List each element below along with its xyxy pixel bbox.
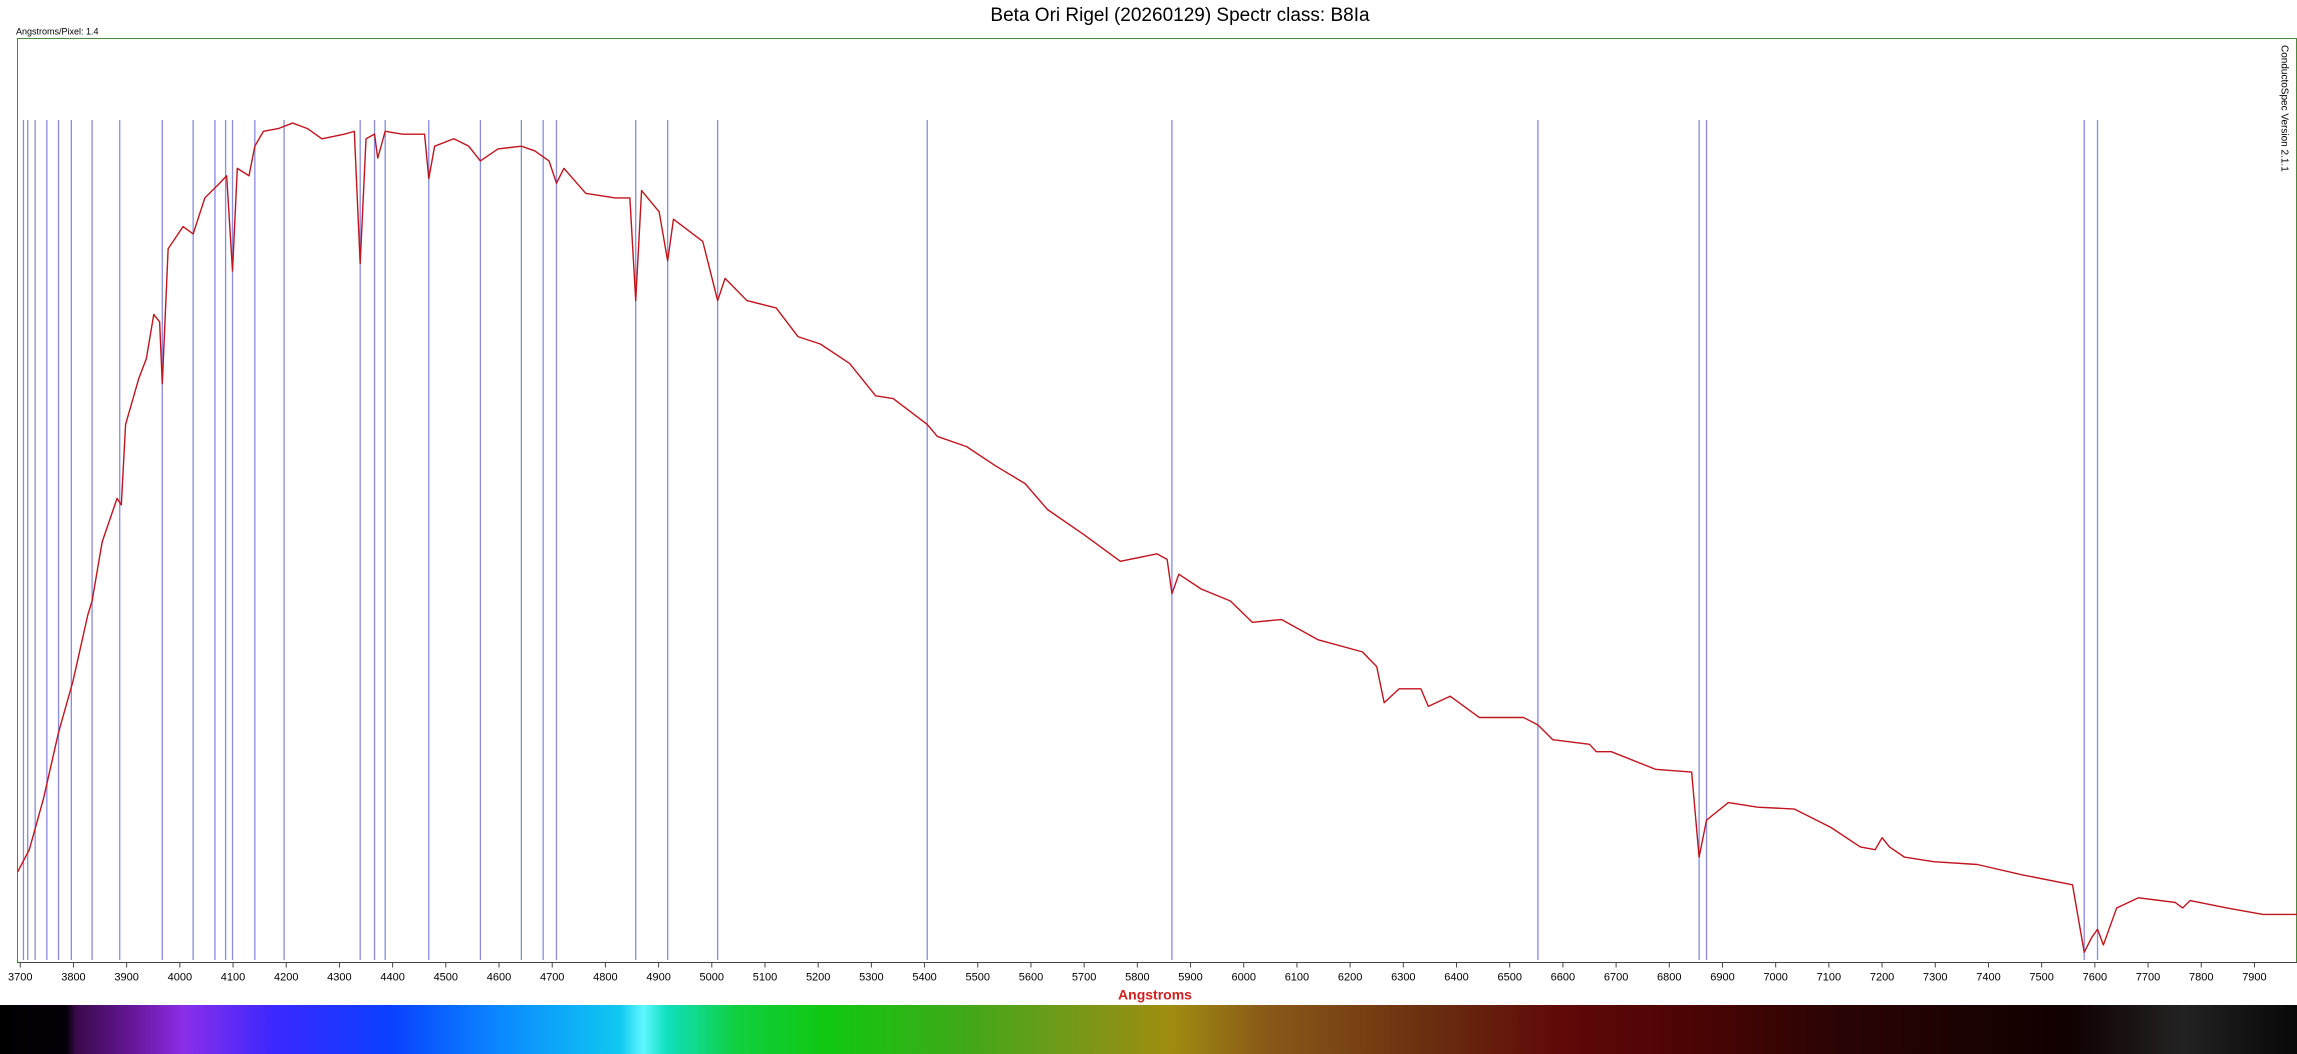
x-tick-label: 4000	[168, 971, 192, 983]
x-tick-label: 5700	[1072, 971, 1096, 983]
x-tick-label: 3900	[114, 971, 138, 983]
x-tick-label: 5100	[753, 971, 777, 983]
x-tick-label: 5900	[1178, 971, 1202, 983]
x-tick-label: 6500	[1497, 971, 1521, 983]
x-tick-label: 7600	[2083, 971, 2107, 983]
x-tick-label: 5800	[1125, 971, 1149, 983]
x-tick-label: 6200	[1338, 971, 1362, 983]
x-tick-label: 7400	[1976, 971, 2000, 983]
x-tick-label: 5600	[1019, 971, 1043, 983]
x-tick-label: 4600	[487, 971, 511, 983]
chart-title: Beta Ori Rigel (20260129) Spectr class: …	[990, 5, 1370, 26]
x-tick-label: 5000	[700, 971, 724, 983]
x-tick-label: 7300	[1923, 971, 1947, 983]
x-tick-label: 6900	[1710, 971, 1734, 983]
x-tick-label: 5300	[859, 971, 883, 983]
x-tick-label: 6700	[1604, 971, 1628, 983]
x-tick-label: 5400	[912, 971, 936, 983]
x-tick-label: 4900	[646, 971, 670, 983]
x-tick-label: 4400	[380, 971, 404, 983]
x-tick-label: 4300	[327, 971, 351, 983]
x-tick-label: 4500	[434, 971, 458, 983]
x-tick-label: 4800	[593, 971, 617, 983]
spectrum-line	[16, 122, 2297, 954]
x-tick-label: 6800	[1657, 971, 1681, 983]
x-tick-label: 6600	[1551, 971, 1575, 983]
annotation: ConductoSpec Version 2.1.1	[2278, 45, 2289, 172]
x-tick-label: 3800	[61, 971, 85, 983]
spectrum-strip	[0, 1005, 2297, 1054]
x-tick-label: 7000	[1763, 971, 1787, 983]
x-tick-label: 6400	[1444, 971, 1468, 983]
x-tick-label: 4700	[540, 971, 564, 983]
x-tick-label: 4200	[274, 971, 298, 983]
x-tick-label: 7700	[2136, 971, 2160, 983]
x-tick-label: 3700	[8, 971, 32, 983]
x-tick-label: 6100	[1285, 971, 1309, 983]
x-tick-label: 5500	[966, 971, 990, 983]
x-tick-label: 7800	[2189, 971, 2213, 983]
x-tick-label: 6300	[1391, 971, 1415, 983]
x-tick-label: 7100	[1817, 971, 1841, 983]
x-tick-label: 6000	[1231, 971, 1255, 983]
x-tick-label: 7200	[1870, 971, 1894, 983]
x-tick-label: 4100	[221, 971, 245, 983]
plot-frame	[17, 38, 2297, 963]
x-axis-label: Angstroms	[1118, 987, 1192, 1003]
subtitle: Angstroms/Pixel: 1.4	[16, 26, 99, 36]
x-tick-label: 7900	[2242, 971, 2266, 983]
x-tick-label: 5200	[806, 971, 830, 983]
x-tick-label: 7500	[2029, 971, 2053, 983]
